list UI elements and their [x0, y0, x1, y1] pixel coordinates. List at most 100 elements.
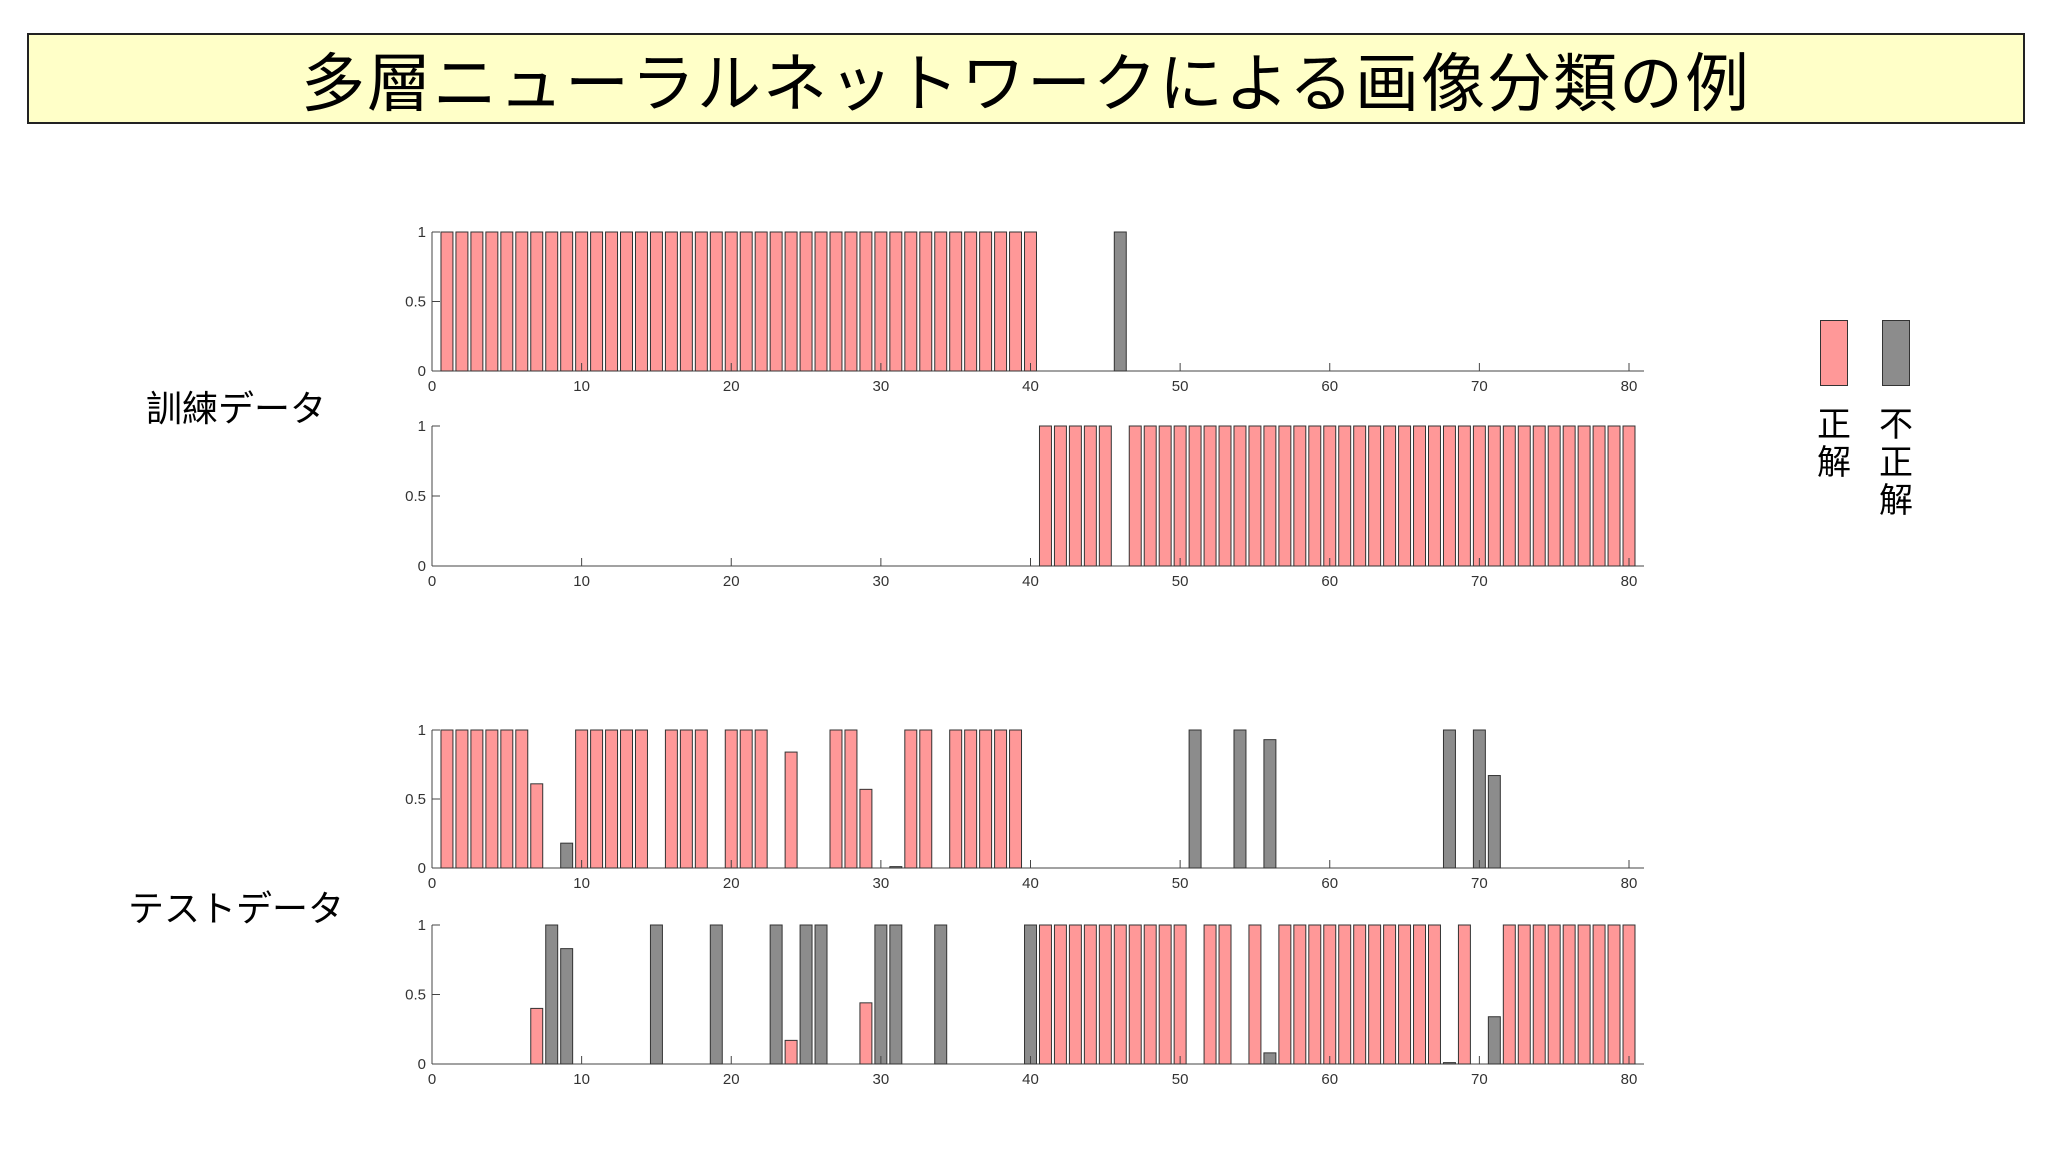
bar-50: [1173, 425, 1187, 567]
bar-78: [1592, 924, 1606, 1065]
bar-69: [1457, 924, 1471, 1065]
x-tick-label-30: 30: [873, 573, 890, 590]
x-tick-label-70: 70: [1471, 875, 1488, 892]
x-tick-label-10: 10: [573, 573, 590, 590]
bar-25: [799, 231, 813, 372]
bar-29: [859, 788, 873, 869]
bar-8: [545, 231, 559, 372]
bar-3: [470, 231, 484, 372]
bar-60: [1323, 924, 1337, 1065]
y-tick-label-1: 1: [418, 917, 426, 934]
bar-18: [694, 231, 708, 372]
bar-14: [634, 729, 648, 869]
chart-panel-2: 0 10 20 30 40 50 60 70 80 0 0.5 1: [405, 418, 1644, 590]
bar-68: [1442, 729, 1456, 869]
x-tick-label-80: 80: [1621, 875, 1638, 892]
x-tick-label-50: 50: [1172, 378, 1189, 395]
x-tick-label-10: 10: [573, 875, 590, 892]
bar-27: [829, 231, 843, 372]
bar-14: [634, 231, 648, 372]
bar-9: [560, 948, 574, 1065]
bar-15: [649, 231, 663, 372]
page-title: 多層ニューラルネットワークによる画像分類の例: [300, 47, 1752, 122]
bar-36: [964, 231, 978, 372]
bar-19: [709, 231, 723, 372]
x-tick-label-50: 50: [1172, 573, 1189, 590]
x-tick-label-80: 80: [1621, 573, 1638, 590]
y-tick-label-1: 1: [418, 418, 426, 435]
test-group-label: テストデータ: [128, 889, 345, 930]
x-tick-label-60: 60: [1321, 875, 1338, 892]
y-tick-label-1: 1: [418, 224, 426, 241]
x-tick-label-60: 60: [1321, 378, 1338, 395]
bar-38: [994, 729, 1008, 869]
bar-5: [500, 729, 514, 869]
bar-21: [739, 729, 753, 869]
bar-67: [1428, 924, 1441, 1065]
bar-35: [949, 231, 963, 372]
bar-54: [1233, 729, 1247, 869]
y-tick-label-0.5: 0.5: [405, 987, 426, 1004]
bar-56: [1263, 425, 1277, 567]
bar-13: [620, 231, 634, 372]
bar-16: [664, 231, 678, 372]
x-tick-label-80: 80: [1621, 378, 1638, 395]
x-tick-label-20: 20: [723, 1071, 740, 1088]
bar-72: [1502, 924, 1516, 1065]
bar-21: [739, 231, 753, 372]
bar-37: [979, 729, 993, 869]
x-tick-label-60: 60: [1321, 1071, 1338, 1088]
y-tick-label-0: 0: [418, 860, 426, 877]
x-tick-label-30: 30: [873, 1071, 890, 1088]
bar-40: [1024, 924, 1037, 1065]
bar-2: [455, 231, 469, 372]
bar-31: [889, 866, 903, 869]
x-tick-label-0: 0: [428, 378, 436, 395]
x-tick-label-50: 50: [1172, 1071, 1189, 1088]
chart-panel-4: 0 10 20 30 40 50 60 70 80 0 0.5 1: [405, 917, 1644, 1088]
bar-73: [1517, 924, 1531, 1065]
x-tick-label-70: 70: [1471, 573, 1488, 590]
bar-66: [1413, 924, 1427, 1065]
bar-46: [1113, 924, 1127, 1065]
bar-1: [440, 231, 454, 372]
bar-61: [1338, 425, 1352, 567]
bar-17: [679, 231, 693, 372]
x-tick-label-60: 60: [1321, 573, 1338, 590]
bar-72: [1502, 425, 1516, 567]
x-tick-label-10: 10: [573, 1071, 590, 1088]
bar-77: [1577, 425, 1591, 567]
bar-4: [485, 231, 499, 372]
bar-33: [919, 729, 933, 869]
bar-79: [1607, 425, 1621, 567]
bar-51: [1188, 729, 1202, 869]
legend-correct-label: 正解: [1817, 405, 1851, 483]
bar-74: [1532, 425, 1546, 567]
bar-48: [1143, 425, 1157, 567]
x-tick-label-20: 20: [723, 573, 740, 590]
bar-7: [530, 1007, 544, 1065]
bar-43: [1068, 425, 1082, 567]
bar-28: [844, 729, 858, 869]
bar-49: [1158, 924, 1172, 1065]
y-tick-label-0.5: 0.5: [405, 791, 426, 808]
bar-18: [694, 729, 708, 869]
bar-66: [1413, 425, 1427, 567]
x-tick-label-40: 40: [1022, 573, 1039, 590]
bar-49: [1158, 425, 1172, 567]
bar-53: [1218, 425, 1232, 567]
bar-41: [1038, 924, 1052, 1065]
x-tick-label-0: 0: [428, 875, 436, 892]
train-group-label: 訓練データ: [146, 389, 327, 430]
bar-25: [799, 924, 813, 1065]
bar-31: [889, 924, 903, 1065]
bar-57: [1278, 924, 1292, 1065]
bar-76: [1562, 924, 1576, 1065]
bar-17: [679, 729, 693, 869]
bar-26: [814, 924, 828, 1065]
bar-62: [1353, 425, 1367, 567]
bar-64: [1383, 924, 1397, 1065]
bar-70: [1472, 425, 1486, 567]
bar-76: [1562, 425, 1576, 567]
